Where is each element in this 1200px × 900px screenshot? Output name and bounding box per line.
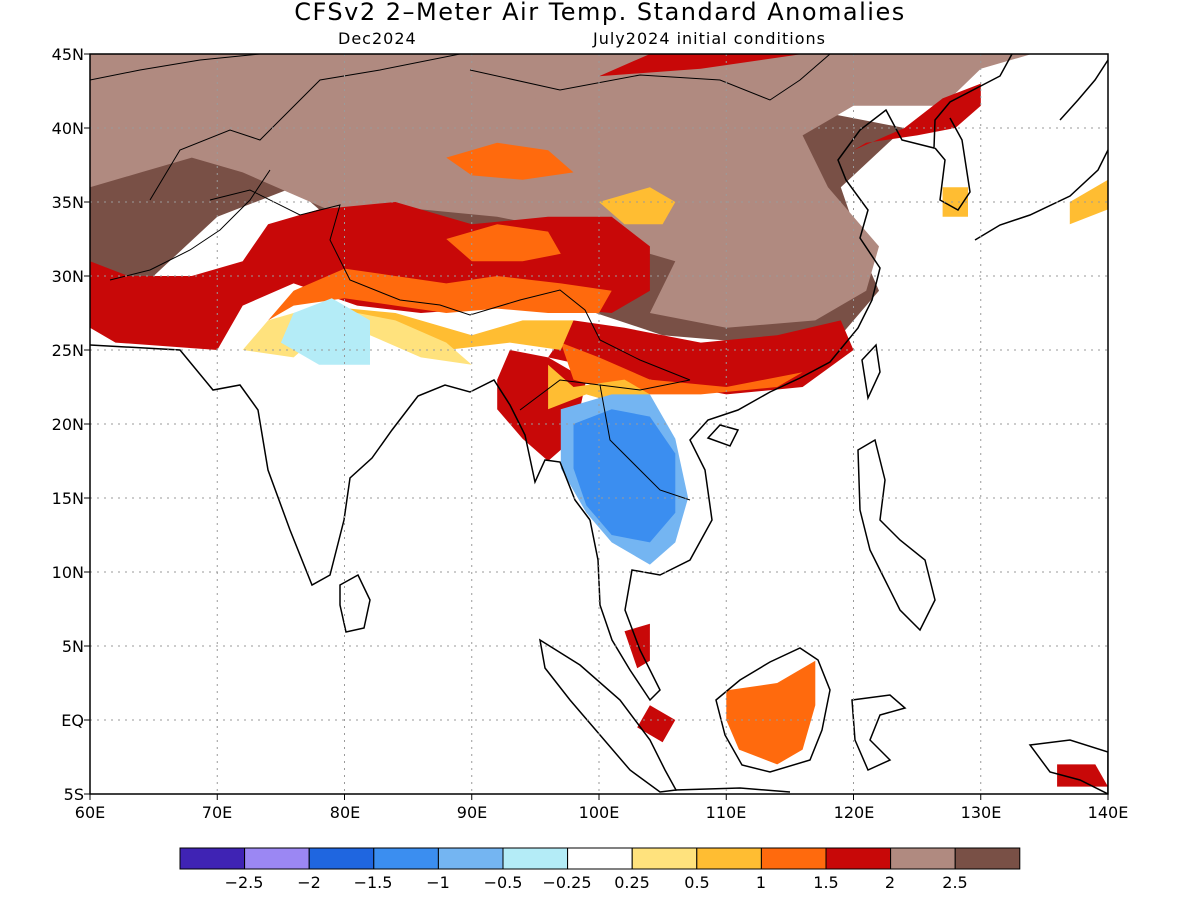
himalaya-border [209, 189, 691, 381]
colorbar-swatch [760, 847, 827, 870]
lat-label: 5S [64, 785, 84, 804]
colorbar-label: 2 [885, 873, 895, 892]
colorbar-label: 1.5 [813, 873, 838, 892]
lon-label: 100E [579, 803, 620, 822]
anomaly-region [599, 54, 803, 77]
colorbar-swatch [179, 847, 246, 870]
borneo-coastline [715, 647, 831, 773]
colorbar-label: −2 [297, 873, 321, 892]
hainan-coastline [706, 424, 740, 447]
map-title: CFSv2 2–Meter Air Temp. Standard Anomali… [294, 0, 906, 26]
anomaly-region [853, 83, 981, 151]
pakistan-border [109, 169, 271, 281]
lon-label: 130E [961, 803, 1002, 822]
central-asia-border [90, 54, 461, 201]
lat-label: 20N [52, 415, 84, 434]
colorbar-label: 2.5 [942, 873, 967, 892]
southeast-asia-borders [519, 379, 691, 501]
colorbar-swatch [373, 847, 439, 870]
lon-label: 90E [457, 803, 487, 822]
java-coastline [674, 787, 791, 793]
anomaly-region [1069, 179, 1108, 225]
colorbar-label: −2.5 [225, 873, 264, 892]
latitude-axis: 45N 40N 35N 30N 25N 20N 15N 10N 5N EQ 5S [52, 45, 84, 804]
sumatra-coastline [538, 638, 678, 793]
colorbar-label: −0.5 [484, 873, 523, 892]
anomaly-region [548, 320, 854, 395]
lon-label: 60E [75, 803, 105, 822]
sulawesi-coastline [851, 694, 907, 771]
colorbar-label: −1.5 [354, 873, 393, 892]
colorbar-swatch [308, 847, 375, 870]
colorbar-swatch [954, 847, 1021, 870]
mongolia-border [469, 54, 831, 101]
colorbar-swatch [567, 847, 633, 870]
gridlines [90, 54, 1108, 794]
lon-label: 80E [330, 803, 360, 822]
lat-label: 15N [52, 489, 84, 508]
anomaly-region [599, 187, 676, 225]
colorbar-label: −1 [426, 873, 450, 892]
anomaly-region [446, 142, 574, 180]
lon-label: 70E [202, 803, 232, 822]
valid-month: Dec2024 [338, 29, 417, 48]
colorbar-swatch [631, 847, 698, 870]
coastline-layer [90, 54, 1108, 794]
colorbar-swatch [696, 847, 762, 870]
colorbar-swatch [502, 847, 569, 870]
anomaly-region [446, 224, 561, 262]
colorbar-label: 0.5 [684, 873, 709, 892]
india-coastline [90, 344, 591, 587]
sri-lanka-coastline [339, 573, 371, 633]
anomaly-fill-layer [90, 54, 1108, 787]
lat-label: 30N [52, 267, 84, 286]
lon-label: 120E [834, 803, 875, 822]
longitude-axis: 60E 70E 80E 90E 100E 110E 120E 130E 140E [75, 803, 1129, 822]
colorbar-label: 1 [756, 873, 766, 892]
anomaly-region [90, 54, 1032, 328]
anomaly-region [726, 660, 816, 765]
lat-label: EQ [61, 711, 84, 730]
lat-label: 25N [52, 341, 84, 360]
border-layer [90, 54, 831, 501]
colorbar-swatch [825, 847, 892, 870]
anomaly-region [1057, 764, 1108, 787]
lat-label: 10N [52, 563, 84, 582]
korea-coastline [934, 117, 971, 211]
colorbar-label: 0.25 [614, 873, 650, 892]
colorbar-label: −0.25 [542, 873, 591, 892]
anomaly-region [942, 187, 968, 217]
lat-label: 5N [62, 637, 84, 656]
japan-coastline [974, 59, 1108, 241]
lat-label: 35N [52, 193, 84, 212]
colorbar-swatch [437, 847, 504, 870]
lat-label: 40N [52, 119, 84, 138]
lon-label: 140E [1088, 803, 1129, 822]
anomaly-region [535, 98, 714, 180]
new-guinea-coastline [1028, 739, 1108, 794]
color-bar: −2.5 −2 −1.5 −1 −0.5 −0.25 0.25 0.5 1 1.… [179, 847, 1021, 892]
taiwan-coastline [861, 343, 881, 401]
colorbar-swatch [244, 847, 310, 870]
axis-ticks [84, 53, 1109, 800]
philippines-coastline [857, 438, 936, 632]
colorbar-swatch [890, 847, 956, 870]
anomaly-region [637, 705, 676, 743]
lon-label: 110E [706, 803, 747, 822]
lat-label: 45N [52, 45, 84, 64]
initial-conditions: July2024 initial conditions [593, 29, 826, 48]
indochina-coastline [589, 54, 1013, 702]
anomaly-region [280, 298, 370, 365]
